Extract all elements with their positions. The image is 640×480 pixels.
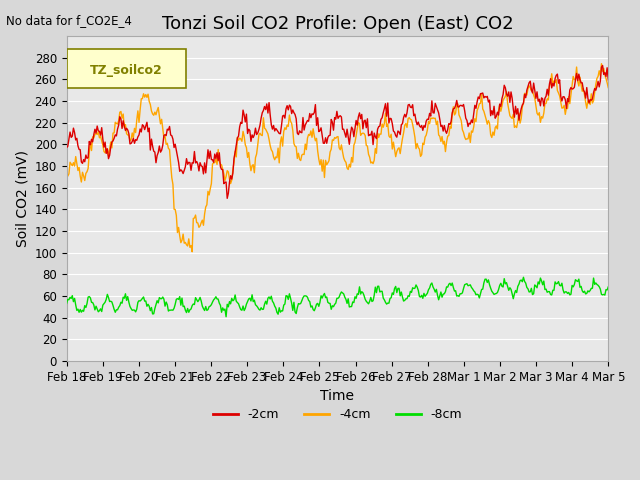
Text: TZ_soilco2: TZ_soilco2: [90, 63, 163, 77]
FancyBboxPatch shape: [67, 49, 186, 88]
Text: No data for f_CO2E_4: No data for f_CO2E_4: [6, 14, 132, 27]
Y-axis label: Soil CO2 (mV): Soil CO2 (mV): [15, 150, 29, 247]
X-axis label: Time: Time: [321, 389, 355, 403]
Legend: -2cm, -4cm, -8cm: -2cm, -4cm, -8cm: [207, 403, 467, 426]
Title: Tonzi Soil CO2 Profile: Open (East) CO2: Tonzi Soil CO2 Profile: Open (East) CO2: [162, 15, 513, 33]
